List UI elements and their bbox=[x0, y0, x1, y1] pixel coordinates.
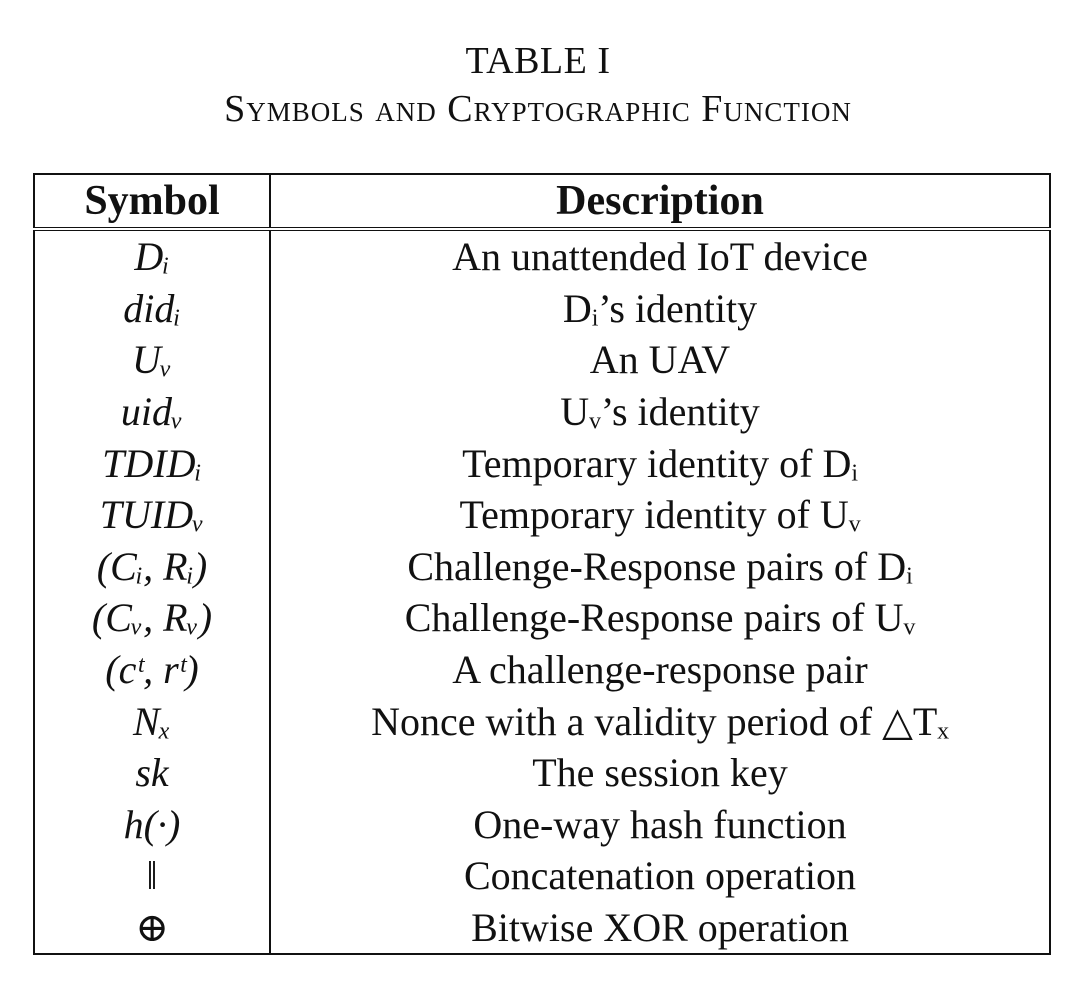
description-cell: The session key bbox=[532, 750, 788, 796]
table-row: TDIDᵢ Temporary identity of Dᵢ bbox=[34, 437, 1050, 489]
table-row: TUIDᵥ Temporary identity of Uᵥ bbox=[34, 488, 1050, 541]
table-row: didᵢ Dᵢ’s identity bbox=[34, 282, 1050, 335]
symbol-cell: (cᵗ, rᵗ) bbox=[34, 643, 271, 696]
description-cell: Temporary identity of Uᵥ bbox=[459, 492, 861, 538]
table-row: Uᵥ An UAV bbox=[34, 334, 1050, 386]
symbol-cell: didᵢ bbox=[34, 282, 271, 335]
symbol-cell: (Cᵢ, Rᵢ) bbox=[34, 540, 271, 593]
description-cell: Uᵥ’s identity bbox=[560, 389, 760, 435]
table-row: h(·) One-way hash function bbox=[34, 798, 1050, 851]
description-cell: An unattended IoT device bbox=[452, 234, 868, 280]
symbols-table: Symbol Description Dᵢ An unattended IoT … bbox=[33, 173, 1051, 956]
header-row: Symbol Description bbox=[34, 174, 1050, 231]
table-row: (Cᵥ, Rᵥ) Challenge-Response pairs of Uᵥ bbox=[34, 592, 1050, 644]
symbol-cell: h(·) bbox=[34, 798, 271, 851]
description-cell: Challenge-Response pairs of Uᵥ bbox=[404, 595, 916, 641]
table-row: Dᵢ An unattended IoT device bbox=[34, 229, 1050, 283]
description-cell: An UAV bbox=[589, 337, 731, 383]
symbol-cell: uidᵥ bbox=[34, 385, 271, 438]
table-row: (Cᵢ, Rᵢ) Challenge-Response pairs of Dᵢ bbox=[34, 540, 1050, 593]
table-row: (cᵗ, rᵗ) A challenge-response pair bbox=[34, 643, 1050, 696]
table-row: uidᵥ Uᵥ’s identity bbox=[34, 385, 1050, 438]
symbol-cell: TUIDᵥ bbox=[34, 488, 271, 541]
description-cell: A challenge-response pair bbox=[452, 647, 868, 693]
table-row: Nₓ Nonce with a validity period of △Tₓ bbox=[34, 695, 1050, 747]
description-cell: Nonce with a validity period of △Tₓ bbox=[371, 698, 949, 744]
symbol-cell: TDIDᵢ bbox=[34, 437, 271, 489]
description-cell: Bitwise XOR operation bbox=[471, 905, 849, 951]
description-cell: Temporary identity of Dᵢ bbox=[462, 440, 858, 486]
symbol-cell: Uᵥ bbox=[34, 334, 271, 386]
description-cell: Dᵢ’s identity bbox=[562, 285, 758, 331]
concatenation-symbol-cell: ‖ bbox=[34, 850, 271, 902]
table-title: Symbols and Cryptographic Function bbox=[224, 88, 852, 130]
table-label: TABLE I bbox=[465, 40, 611, 82]
column-header-description: Description bbox=[270, 174, 1050, 231]
table-row: sk The session key bbox=[34, 746, 1050, 799]
table-row: ⊕ Bitwise XOR operation bbox=[34, 901, 1050, 955]
symbol-cell: Dᵢ bbox=[34, 229, 271, 283]
symbol-cell: Nₓ bbox=[34, 695, 271, 747]
description-cell: Concatenation operation bbox=[463, 853, 857, 899]
description-cell: One-way hash function bbox=[473, 801, 847, 847]
description-cell: Challenge-Response pairs of Dᵢ bbox=[407, 543, 913, 589]
symbol-cell: sk bbox=[34, 746, 271, 799]
symbol-cell: (Cᵥ, Rᵥ) bbox=[34, 592, 271, 644]
xor-symbol-cell: ⊕ bbox=[34, 901, 271, 955]
column-header-symbol: Symbol bbox=[34, 174, 271, 231]
table-row: ‖ Concatenation operation bbox=[34, 850, 1050, 902]
